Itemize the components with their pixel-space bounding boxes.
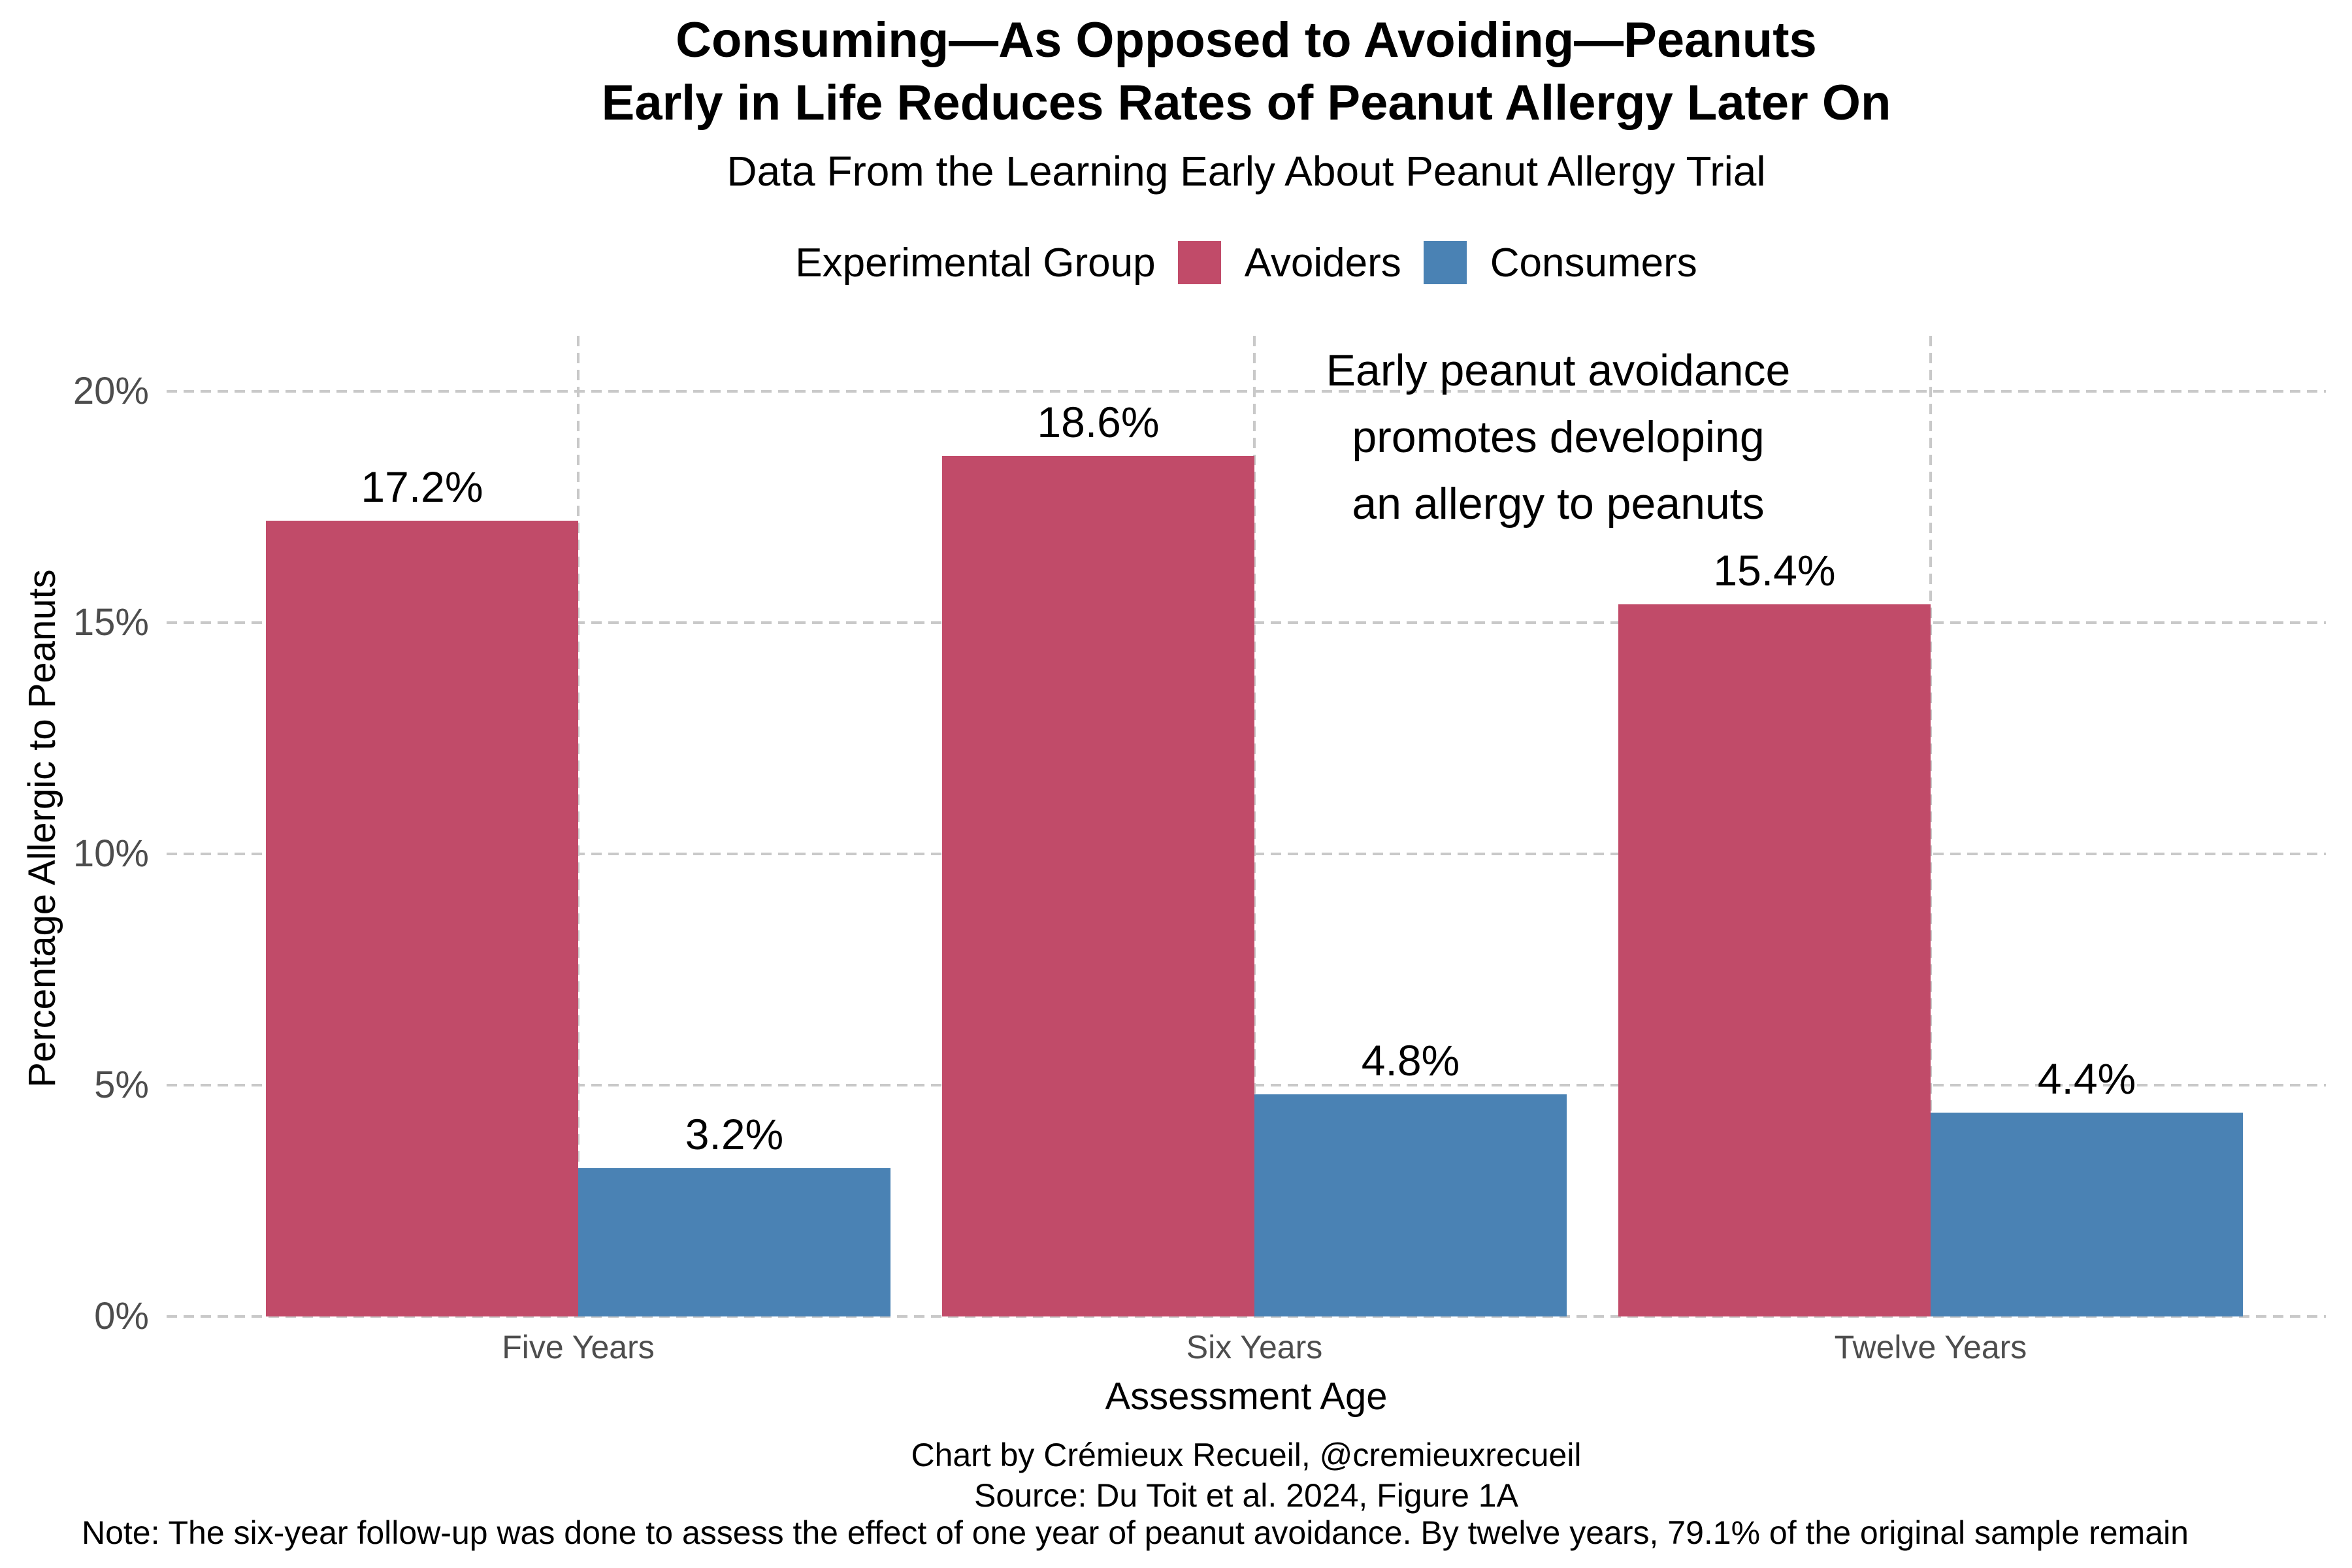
x-tick-twelve-years: Twelve Years: [1834, 1329, 2027, 1365]
bar-consumers-six-years: 4.8%: [1254, 1036, 1567, 1316]
y-tick-0pct: 0%: [94, 1295, 149, 1337]
caption-source: Source: Du Toit et al. 2024, Figure 1A: [974, 1477, 1518, 1514]
legend: Experimental Group Avoiders Consumers: [167, 231, 2326, 294]
y-tick-20pct: 20%: [73, 369, 149, 412]
bar-value-label: 15.4%: [1713, 546, 1836, 595]
legend-label-consumers: Consumers: [1490, 240, 1697, 286]
x-axis-title: Assessment Age: [1105, 1375, 1388, 1418]
chart-header: Consuming—As Opposed to Avoiding—Peanuts…: [167, 0, 2326, 294]
y-tick-10pct: 10%: [73, 832, 149, 875]
gridline-five-years: [577, 336, 580, 1316]
x-tick-five-years: Five Years: [502, 1329, 655, 1365]
plot-panel: 17.2% 3.2% 18.6% 4.8% 15.4% 4.4%: [167, 336, 2326, 1318]
annotation-line1: Early peanut avoidance: [1326, 346, 1791, 395]
bar-avoiders-twelve-years: 15.4%: [1618, 546, 1931, 1316]
legend-swatch-avoiders: [1177, 241, 1221, 284]
bar-group-five-years: 17.2% 3.2%: [266, 463, 890, 1316]
annotation-line3: an allergy to peanuts: [1352, 479, 1765, 529]
bar-value-label: 4.8%: [1361, 1036, 1460, 1085]
gridline-twelve-years: [1929, 336, 1932, 1316]
bar-avoiders-five-years: 17.2%: [266, 463, 578, 1316]
gridline-six-years: [1253, 336, 1256, 1316]
bar-consumers-five-years: 3.2%: [578, 1110, 890, 1316]
bar-value-label: 18.6%: [1037, 398, 1160, 447]
legend-swatch-consumers: [1423, 241, 1467, 284]
legend-label-avoiders: Avoiders: [1244, 240, 1401, 286]
footnote: Note: The six-year follow-up was done to…: [82, 1514, 2189, 1551]
chart-subtitle: Data From the Learning Early About Peanu…: [727, 148, 1766, 195]
annotation: Early peanut avoidance promotes developi…: [1199, 337, 1918, 537]
chart-title-line1: Consuming—As Opposed to Avoiding—Peanuts: [676, 12, 1817, 68]
annotation-line2: promotes developing: [1352, 412, 1765, 462]
y-tick-5pct: 5%: [94, 1063, 149, 1106]
bar-group-twelve-years: 15.4% 4.4%: [1618, 546, 2243, 1316]
legend-title: Experimental Group: [795, 240, 1156, 286]
bar-value-label: 4.4%: [2037, 1054, 2136, 1103]
caption-credit: Chart by Crémieux Recueil, @cremieuxrecu…: [911, 1437, 1582, 1473]
gridline-0pct: [167, 1315, 2326, 1318]
bar-avoiders-six-years: 18.6%: [942, 398, 1254, 1316]
chart-title: Consuming—As Opposed to Avoiding—Peanuts…: [167, 9, 2326, 135]
bar-consumers-twelve-years: 4.4%: [1931, 1054, 2243, 1316]
y-tick-15pct: 15%: [73, 600, 149, 644]
chart-title-line2: Early in Life Reduces Rates of Peanut Al…: [601, 75, 1891, 131]
bar-group-six-years: 18.6% 4.8%: [942, 398, 1567, 1316]
x-tick-six-years: Six Years: [1186, 1329, 1323, 1365]
gridline-20pct: [167, 389, 2326, 393]
bar-value-label: 3.2%: [685, 1110, 784, 1159]
chart-captions: Chart by Crémieux Recueil, @cremieuxrecu…: [167, 1435, 2326, 1516]
bar-value-label: 17.2%: [361, 463, 483, 512]
